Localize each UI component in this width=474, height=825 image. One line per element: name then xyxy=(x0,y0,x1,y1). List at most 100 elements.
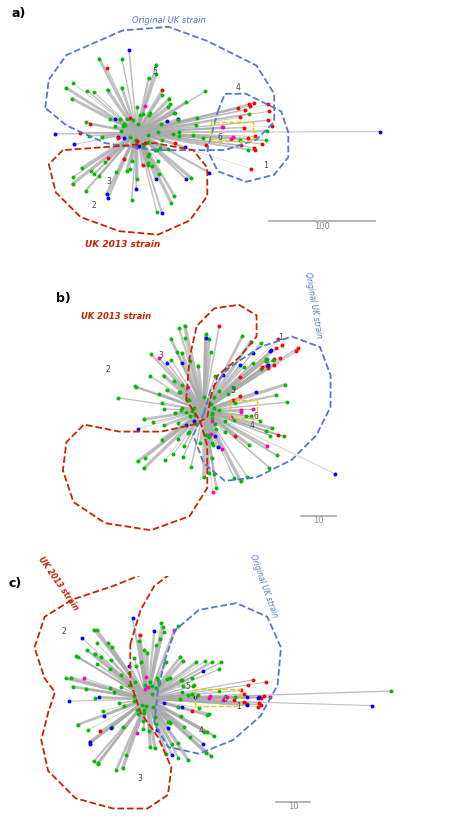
Point xyxy=(244,132,252,145)
Point xyxy=(149,416,157,429)
Point xyxy=(135,139,143,153)
Point xyxy=(117,668,124,681)
Point xyxy=(177,403,185,416)
Point xyxy=(104,83,111,97)
Point xyxy=(210,467,218,480)
Point xyxy=(153,58,160,71)
Point xyxy=(123,112,131,125)
Point xyxy=(273,389,280,402)
Point xyxy=(135,708,142,721)
Point xyxy=(86,735,94,748)
Point xyxy=(70,170,77,183)
Point xyxy=(184,380,192,394)
Point xyxy=(142,700,150,713)
Point xyxy=(212,422,220,436)
Point xyxy=(159,620,167,634)
Point xyxy=(153,639,160,652)
Point xyxy=(144,646,151,659)
Point xyxy=(190,678,198,691)
Point xyxy=(165,92,173,106)
Point xyxy=(105,152,112,165)
Point xyxy=(205,466,212,479)
Point xyxy=(108,720,116,733)
Point xyxy=(237,139,244,152)
Point xyxy=(202,747,210,760)
Point xyxy=(119,721,127,734)
Point xyxy=(158,206,165,219)
Text: 3: 3 xyxy=(158,351,163,360)
Point xyxy=(179,673,186,686)
Point xyxy=(164,672,171,686)
Point xyxy=(199,737,206,750)
Point xyxy=(179,378,186,391)
Point xyxy=(91,648,98,661)
Point xyxy=(154,724,161,737)
Point xyxy=(252,130,259,143)
Point xyxy=(188,672,195,685)
Point xyxy=(186,409,194,422)
Point xyxy=(268,120,275,133)
Point xyxy=(166,717,173,730)
Point xyxy=(240,687,248,700)
Point xyxy=(376,125,384,138)
Point xyxy=(176,125,183,139)
Point xyxy=(106,681,114,695)
Point xyxy=(148,680,156,693)
Point xyxy=(264,359,272,372)
Point xyxy=(178,356,185,370)
Point xyxy=(181,141,189,154)
Point xyxy=(181,720,188,733)
Point xyxy=(207,346,214,359)
Point xyxy=(191,408,198,422)
Point xyxy=(150,625,158,638)
Point xyxy=(153,144,161,157)
Point xyxy=(127,111,134,124)
Point xyxy=(205,707,213,720)
Point xyxy=(294,341,302,354)
Point xyxy=(184,688,192,701)
Point xyxy=(120,699,128,712)
Point xyxy=(132,380,140,394)
Point xyxy=(202,428,210,441)
Point xyxy=(114,131,121,144)
Point xyxy=(76,126,84,139)
Point xyxy=(180,440,188,453)
Point xyxy=(93,636,100,649)
Point xyxy=(118,53,126,66)
Point xyxy=(200,390,208,403)
Point xyxy=(139,714,147,727)
Point xyxy=(81,672,88,685)
Point xyxy=(153,672,160,685)
Point xyxy=(221,414,229,427)
Point xyxy=(273,449,281,462)
Point xyxy=(137,109,144,122)
Text: 6: 6 xyxy=(223,695,228,705)
Point xyxy=(62,672,70,685)
Point xyxy=(94,757,101,770)
Point xyxy=(107,113,114,126)
Point xyxy=(249,356,257,370)
Point xyxy=(202,139,210,152)
Point xyxy=(264,114,272,127)
Point xyxy=(170,374,178,387)
Point xyxy=(255,691,263,704)
Point xyxy=(146,740,154,753)
Point xyxy=(125,44,133,57)
Point xyxy=(160,626,168,639)
Point xyxy=(129,114,137,127)
Point xyxy=(172,136,179,149)
Point xyxy=(218,120,225,134)
Point xyxy=(156,632,164,645)
Point xyxy=(151,741,159,754)
Point xyxy=(107,662,114,675)
Point xyxy=(145,680,152,693)
Point xyxy=(139,698,146,711)
Point xyxy=(208,436,216,449)
Point xyxy=(175,322,183,335)
Point xyxy=(133,726,140,739)
Point xyxy=(145,72,153,85)
Point xyxy=(260,689,267,702)
Point xyxy=(179,700,186,714)
Point xyxy=(256,414,264,427)
Point xyxy=(72,649,80,662)
